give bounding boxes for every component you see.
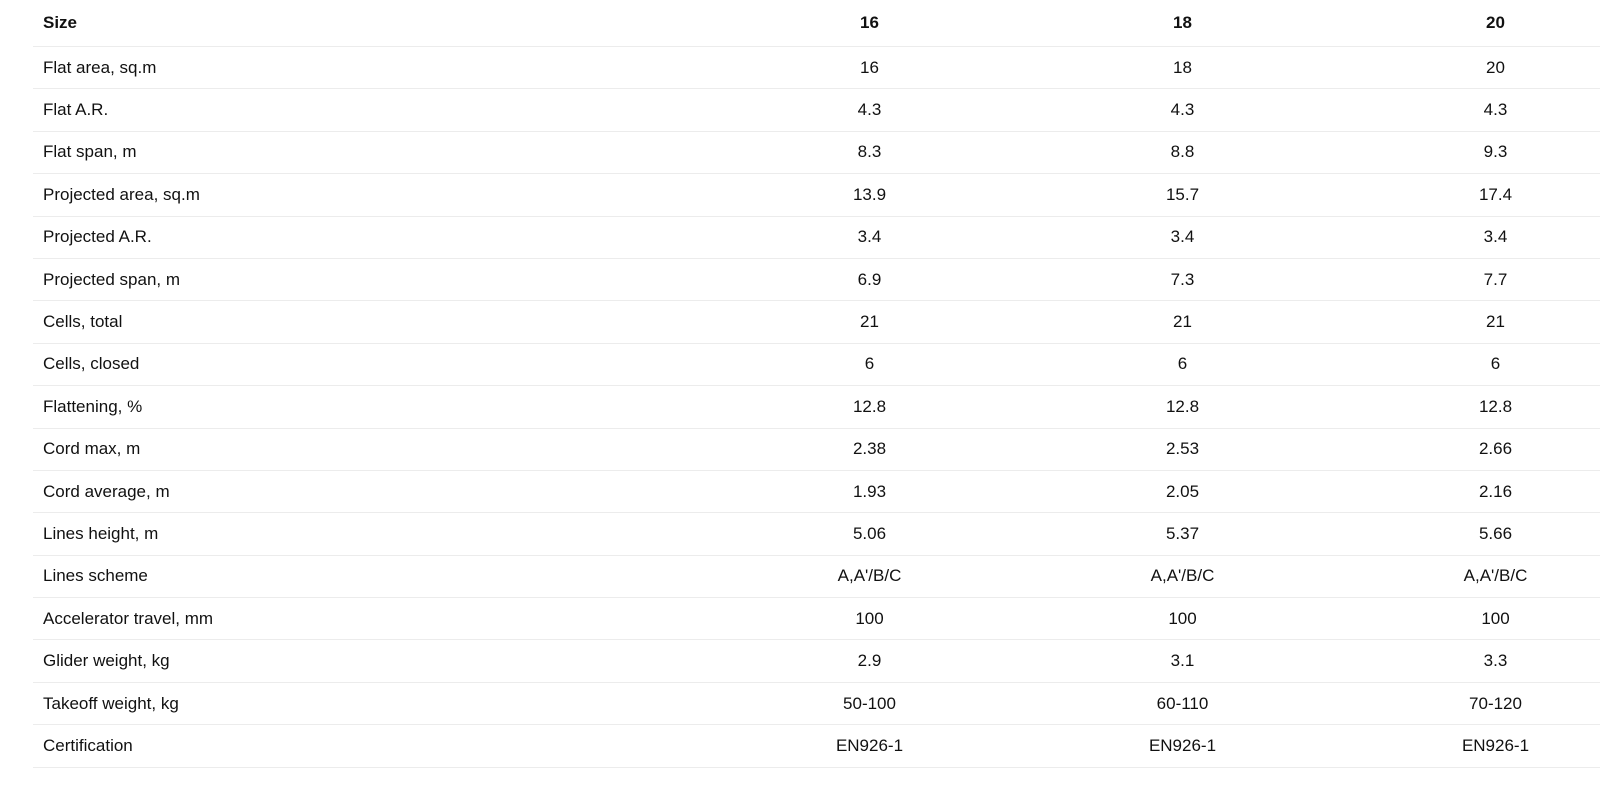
row-label: Certification bbox=[33, 724, 713, 768]
table-row: Cells, closed 6 6 6 bbox=[33, 343, 1600, 387]
row-value: 100 bbox=[1026, 597, 1339, 641]
row-value: 15.7 bbox=[1026, 173, 1339, 217]
row-value: EN926-1 bbox=[1339, 724, 1600, 768]
row-value: 5.37 bbox=[1026, 512, 1339, 556]
table-row: Projected A.R. 3.4 3.4 3.4 bbox=[33, 216, 1600, 259]
row-value: 20 bbox=[1339, 46, 1600, 90]
table-row: Flattening, % 12.8 12.8 12.8 bbox=[33, 385, 1600, 429]
table-body: Flat area, sq.m 16 18 20 Flat A.R. 4.3 4.3 4.3 F… bbox=[33, 46, 1600, 768]
row-value: 8.8 bbox=[1026, 131, 1339, 175]
row-value: 2.9 bbox=[713, 639, 1026, 683]
specifications-table: Size 16 18 20 Flat area, sq.m 16 18 20 Flat … bbox=[33, 0, 1600, 768]
table-row: Lines height, m 5.06 5.37 5.66 bbox=[33, 512, 1600, 556]
row-label: Takeoff weight, kg bbox=[33, 682, 713, 726]
row-label: Projected span, m bbox=[33, 258, 713, 302]
table-row: Flat span, m 8.3 8.8 9.3 bbox=[33, 131, 1600, 175]
row-value: EN926-1 bbox=[1026, 724, 1339, 768]
table-row: Takeoff weight, kg 50-100 60-110 70-120 bbox=[33, 682, 1600, 726]
table-row: Flat A.R. 4.3 4.3 4.3 bbox=[33, 88, 1600, 132]
row-value: 3.4 bbox=[1026, 216, 1339, 259]
row-label: Cells, total bbox=[33, 300, 713, 344]
row-label: Flat area, sq.m bbox=[33, 46, 713, 90]
header-size-18: 18 bbox=[1026, 0, 1339, 47]
table-row: Projected span, m 6.9 7.3 7.7 bbox=[33, 258, 1600, 302]
row-value: 6 bbox=[713, 343, 1026, 387]
row-value: 5.66 bbox=[1339, 512, 1600, 556]
row-label: Lines height, m bbox=[33, 512, 713, 556]
row-label: Cord max, m bbox=[33, 428, 713, 471]
table-row: Accelerator travel, mm 100 100 100 bbox=[33, 597, 1600, 641]
header-size-20: 20 bbox=[1339, 0, 1600, 47]
row-value: 3.4 bbox=[713, 216, 1026, 259]
row-value: 13.9 bbox=[713, 173, 1026, 217]
row-value: 12.8 bbox=[1026, 385, 1339, 429]
row-value: 4.3 bbox=[713, 88, 1026, 132]
row-value: 7.3 bbox=[1026, 258, 1339, 302]
row-value: 12.8 bbox=[1339, 385, 1600, 429]
row-label: Lines scheme bbox=[33, 555, 713, 599]
row-value: 60-110 bbox=[1026, 682, 1339, 726]
row-value: 3.4 bbox=[1339, 216, 1600, 259]
table-row: Certification EN926-1 EN926-1 EN926-1 bbox=[33, 724, 1600, 768]
row-value: 9.3 bbox=[1339, 131, 1600, 175]
row-value: 18 bbox=[1026, 46, 1339, 90]
row-value: 7.7 bbox=[1339, 258, 1600, 302]
row-value: 6.9 bbox=[713, 258, 1026, 302]
row-value: 70-120 bbox=[1339, 682, 1600, 726]
row-value: 17.4 bbox=[1339, 173, 1600, 217]
row-value: 3.1 bbox=[1026, 639, 1339, 683]
table-row: Lines scheme A,A'/B/C A,A'/B/C A,A'/B/C bbox=[33, 555, 1600, 599]
header-size-label: Size bbox=[33, 0, 713, 47]
row-value: 2.53 bbox=[1026, 428, 1339, 471]
row-value: 50-100 bbox=[713, 682, 1026, 726]
row-value: 21 bbox=[713, 300, 1026, 344]
row-value: EN926-1 bbox=[713, 724, 1026, 768]
row-value: 4.3 bbox=[1026, 88, 1339, 132]
row-value: 5.06 bbox=[713, 512, 1026, 556]
row-value: 2.16 bbox=[1339, 470, 1600, 514]
row-value: 6 bbox=[1026, 343, 1339, 387]
table-row: Glider weight, kg 2.9 3.1 3.3 bbox=[33, 639, 1600, 683]
row-label: Cord average, m bbox=[33, 470, 713, 514]
row-label: Flat A.R. bbox=[33, 88, 713, 132]
row-label: Flat span, m bbox=[33, 131, 713, 175]
header-size-16: 16 bbox=[713, 0, 1026, 47]
row-value: 100 bbox=[713, 597, 1026, 641]
row-value: 8.3 bbox=[713, 131, 1026, 175]
table-row: Flat area, sq.m 16 18 20 bbox=[33, 46, 1600, 90]
row-value: 2.38 bbox=[713, 428, 1026, 471]
row-label: Glider weight, kg bbox=[33, 639, 713, 683]
row-value: 12.8 bbox=[713, 385, 1026, 429]
table-row: Cord average, m 1.93 2.05 2.16 bbox=[33, 470, 1600, 514]
row-value: 3.3 bbox=[1339, 639, 1600, 683]
row-value: A,A'/B/C bbox=[713, 555, 1026, 599]
row-value: 16 bbox=[713, 46, 1026, 90]
row-value: 6 bbox=[1339, 343, 1600, 387]
row-value: 100 bbox=[1339, 597, 1600, 641]
row-value: A,A'/B/C bbox=[1339, 555, 1600, 599]
row-value: 4.3 bbox=[1339, 88, 1600, 132]
row-label: Flattening, % bbox=[33, 385, 713, 429]
row-label: Projected area, sq.m bbox=[33, 173, 713, 217]
row-label: Projected A.R. bbox=[33, 216, 713, 259]
row-value: 1.93 bbox=[713, 470, 1026, 514]
row-value: 21 bbox=[1339, 300, 1600, 344]
table-row: Cells, total 21 21 21 bbox=[33, 300, 1600, 344]
table-header-row: Size 16 18 20 bbox=[33, 0, 1600, 47]
table-row: Cord max, m 2.38 2.53 2.66 bbox=[33, 428, 1600, 471]
row-label: Accelerator travel, mm bbox=[33, 597, 713, 641]
row-value: 2.66 bbox=[1339, 428, 1600, 471]
row-label: Cells, closed bbox=[33, 343, 713, 387]
row-value: 21 bbox=[1026, 300, 1339, 344]
row-value: 2.05 bbox=[1026, 470, 1339, 514]
row-value: A,A'/B/C bbox=[1026, 555, 1339, 599]
table-row: Projected area, sq.m 13.9 15.7 17.4 bbox=[33, 173, 1600, 217]
